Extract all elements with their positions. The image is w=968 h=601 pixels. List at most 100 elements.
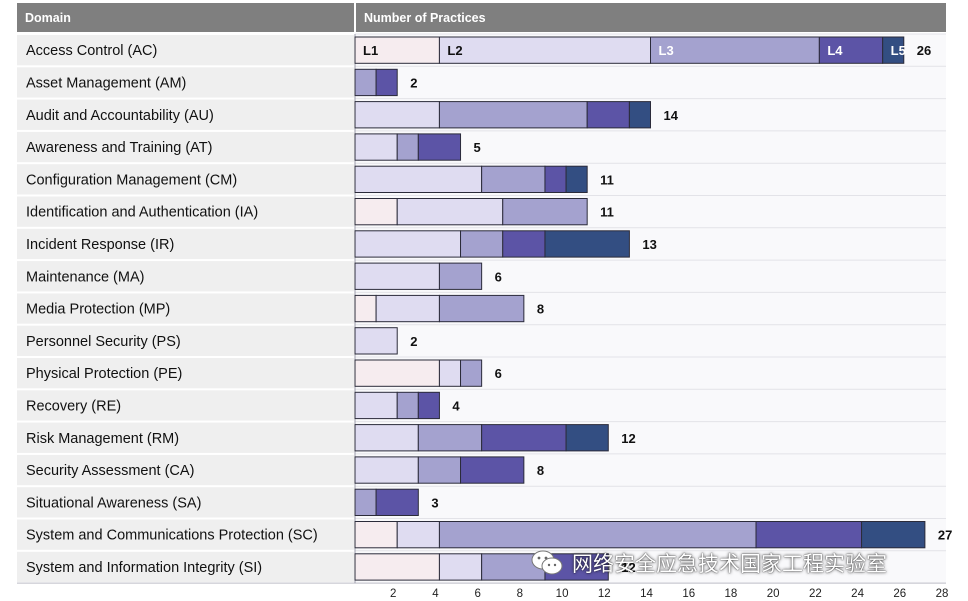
bar-segment-l4	[375, 488, 419, 517]
bar-row: 11	[354, 198, 614, 226]
x-tick-label: 12	[598, 588, 611, 600]
row-label-cell	[17, 325, 354, 356]
bar-segment-l3	[396, 391, 419, 420]
row-label-cell	[17, 196, 354, 227]
bar-segment-l2	[354, 230, 462, 258]
bar-segment-l3	[438, 101, 588, 129]
bar-row: 14	[354, 101, 679, 129]
bar-row: 8	[354, 456, 544, 484]
domain-label: Configuration Management (CM)	[26, 172, 237, 188]
row-label-cell	[17, 519, 354, 550]
row-label-cell	[17, 422, 354, 453]
row-label-cell	[17, 293, 354, 324]
level-label-l4: L4	[827, 43, 843, 58]
row-label-cell	[17, 358, 354, 389]
x-tick-label: 16	[682, 588, 695, 600]
row-label-cell	[17, 551, 354, 583]
total-label: 5	[474, 140, 481, 155]
watermark: 网络安全应急技术国家工程实验室	[530, 546, 887, 580]
bar-row: 27	[354, 521, 952, 549]
domain-label: Asset Management (AM)	[26, 75, 186, 91]
domain-label: Incident Response (IR)	[26, 237, 174, 253]
row-label-cell	[17, 67, 354, 98]
bar-segment-l3	[460, 230, 504, 258]
total-label: 4	[452, 398, 460, 413]
bar-segment-l2	[354, 262, 440, 290]
bar-segment-l1	[354, 521, 398, 549]
bar-segment-l2	[354, 133, 398, 161]
domain-label: Access Control (AC)	[26, 43, 157, 59]
bar-segment-l5	[565, 165, 588, 193]
total-label: 8	[537, 463, 544, 478]
bar-segment-l5	[882, 36, 905, 64]
row-label-cell	[17, 261, 354, 292]
row-label-cell	[17, 164, 354, 195]
x-tick-label: 14	[640, 588, 653, 600]
total-label: 12	[621, 431, 635, 446]
bar-segment-l1	[354, 553, 440, 581]
bar-row: 2	[354, 327, 417, 355]
x-tick-label: 26	[893, 588, 906, 600]
bar-segment-l2	[354, 165, 483, 193]
row-label-cell	[17, 131, 354, 163]
x-tick-label: 8	[517, 588, 523, 600]
bar-segment-l2	[354, 101, 440, 129]
domain-label: Awareness and Training (AT)	[26, 140, 212, 156]
bar-segment-l4	[460, 456, 525, 484]
bar-segment-l4	[502, 230, 546, 258]
domain-label: Personnel Security (PS)	[26, 334, 181, 350]
bar-row: L1 L2 L3 L4 L5 26	[354, 36, 931, 64]
x-tick-label: 10	[556, 588, 569, 600]
bar-segment-l3	[354, 68, 377, 97]
bar-segment-l5	[544, 230, 630, 258]
domain-label: System and Communications Protection (SC…	[26, 528, 318, 544]
bar-row: 12	[354, 424, 636, 452]
row-label-cell	[17, 487, 354, 518]
total-label: 11	[600, 172, 614, 187]
row-label-cell	[17, 99, 354, 130]
domain-label: Security Assessment (CA)	[26, 463, 194, 479]
domain-label: Media Protection (MP)	[26, 302, 170, 318]
bar-segment-l4	[375, 68, 398, 97]
x-tick-label: 28	[936, 588, 949, 600]
domain-label: System and Information Integrity (SI)	[26, 560, 262, 576]
bar-segment-l5	[628, 101, 652, 129]
x-tick-label: 18	[725, 588, 738, 600]
bar-segment-l2	[438, 36, 651, 64]
bar-segment-l4	[818, 36, 884, 64]
bar-segment-l3	[438, 262, 483, 290]
total-label: 8	[537, 302, 544, 317]
total-label: 2	[410, 334, 417, 349]
bar-segment-l2	[354, 424, 419, 452]
bar-segment-l3	[438, 521, 757, 549]
bar-segment-l2	[438, 553, 483, 581]
bar-segment-l3	[396, 133, 419, 161]
bar-row: 2	[354, 68, 417, 97]
bar-segment-l2	[375, 294, 440, 323]
row-label-cell	[17, 454, 354, 486]
row-label-cell	[17, 228, 354, 260]
bar-segment-l4	[417, 133, 462, 161]
bar-segment-l3	[417, 456, 462, 484]
bar-segment-l4	[755, 521, 863, 549]
x-tick-label: 6	[474, 588, 480, 600]
header-practices-label: Number of Practices	[364, 11, 486, 25]
x-tick-label: 22	[809, 588, 822, 600]
wechat-icon	[531, 550, 563, 575]
row-label-cell	[17, 390, 354, 421]
total-label: 3	[431, 495, 438, 510]
domain-label: Audit and Accountability (AU)	[26, 108, 214, 124]
x-tick-label: 4	[432, 588, 439, 600]
domain-label: Risk Management (RM)	[26, 431, 179, 447]
x-axis-ticks: 2 4 6 8 10 12 14 16 18 20 22 24 26 28	[390, 588, 948, 600]
bar-segment-l3	[481, 165, 546, 193]
bar-segment-l3	[460, 359, 483, 387]
bar-segment-l1	[354, 359, 440, 387]
bar-segment-l2	[354, 456, 419, 484]
bar-segment-l3	[417, 424, 483, 452]
bar-segment-l1	[354, 294, 377, 323]
level-label-l3: L3	[659, 43, 674, 58]
domain-label: Physical Protection (PE)	[26, 366, 182, 382]
x-tick-label: 2	[390, 588, 396, 600]
header-domain-label: Domain	[25, 11, 71, 25]
